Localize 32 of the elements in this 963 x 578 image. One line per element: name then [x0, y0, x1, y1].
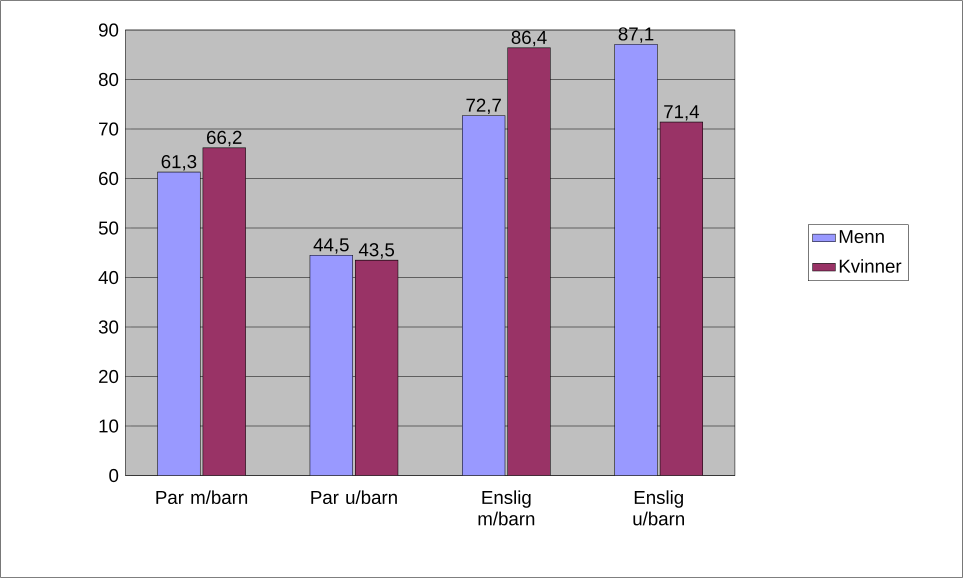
data-label: 66,2 — [207, 130, 242, 146]
x-tick-label: Par u/barn — [311, 490, 397, 504]
data-label: 61,3 — [162, 154, 196, 170]
y-tick-label: 40 — [98, 270, 118, 284]
y-tick-label: 90 — [99, 23, 118, 37]
data-label: 72,7 — [466, 98, 501, 114]
y-tick-label: 80 — [98, 72, 118, 86]
data-label: 43,5 — [358, 243, 394, 258]
data-label: 87,1 — [618, 27, 654, 43]
x-tick-label: Par m/barn — [156, 490, 248, 504]
y-tick-label: 30 — [98, 320, 118, 334]
bar — [202, 147, 246, 476]
data-label: 44,5 — [314, 238, 349, 254]
bar — [507, 47, 551, 476]
y-tick-label: 20 — [99, 370, 118, 384]
bar — [614, 44, 658, 476]
y-tick-label: 60 — [99, 172, 118, 186]
bar — [310, 254, 353, 476]
bar — [462, 115, 506, 476]
x-tick-label: Enslig m/barn — [478, 490, 534, 526]
y-tick-label: 70 — [99, 122, 118, 136]
legend-label: Kvinner — [840, 258, 902, 273]
bar — [355, 260, 398, 476]
data-label: 86,4 — [512, 30, 547, 46]
x-tick-label: Enslig u/barn — [633, 490, 684, 526]
y-tick-label: 50 — [98, 221, 118, 235]
y-tick-label: 0 — [109, 468, 118, 482]
legend-label: Menn — [840, 230, 884, 244]
y-tick-label: 10 — [100, 419, 118, 433]
data-label: 71,4 — [664, 105, 700, 120]
bar — [157, 172, 201, 476]
bar — [660, 122, 704, 476]
